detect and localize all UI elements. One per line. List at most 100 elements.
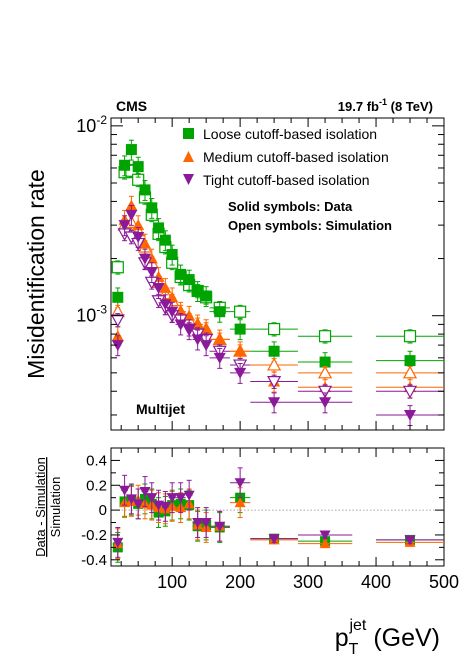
point-data-2-8	[166, 306, 179, 318]
ratio-y-axis-denominator: Simulation	[48, 477, 63, 538]
point-data-0-0	[112, 291, 124, 303]
legend-label-tight: Tight cutoff-based isolation	[203, 172, 370, 188]
point-data-2-2	[125, 209, 138, 221]
ratio-point-2-10	[183, 490, 195, 501]
top-y-tick-exp-1: -3	[96, 303, 107, 317]
point-data-0-4	[139, 184, 151, 196]
ratio-y-tick-label-2: 0	[99, 502, 107, 519]
ratio-y-tick-label-0: 0.4	[86, 452, 107, 469]
x-tick-label-3: 400	[361, 572, 391, 592]
point-data-1-11	[191, 318, 204, 330]
point-data-0-15	[268, 345, 280, 357]
x-tick-label-2: 300	[293, 572, 323, 592]
ratio-point-2-4	[139, 486, 151, 497]
luminosity-value: 19.7 fb	[338, 99, 379, 114]
selection-label: Multijet	[136, 401, 185, 417]
ratio-point-2-17	[404, 535, 416, 546]
point-data-0-10	[183, 274, 195, 286]
point-simulation-1-16	[318, 365, 333, 379]
luminosity-exponent: -1	[379, 97, 387, 107]
ratio-point-2-12	[200, 518, 212, 529]
point-simulation-2-0	[110, 314, 125, 328]
point-data-2-16	[319, 397, 332, 409]
point-simulation-0-14	[234, 305, 247, 318]
ratio-point-2-8	[166, 493, 178, 504]
point-data-0-17	[404, 355, 416, 367]
point-data-2-10	[183, 324, 196, 336]
point-data-0-1	[119, 159, 131, 171]
ratio-y-axis-numerator: Data - Simulation	[33, 457, 48, 557]
point-data-0-13	[214, 306, 226, 318]
ratio-point-2-1	[119, 485, 131, 496]
point-simulation-2-15	[267, 375, 282, 389]
ratio-point-2-3	[132, 499, 144, 510]
legend-marker-loose	[183, 128, 194, 139]
point-simulation-0-15	[268, 323, 281, 336]
top-y-tick-base-1: 10	[76, 306, 96, 326]
point-simulation-0-17	[403, 330, 417, 343]
x-axis-title-sub: T	[349, 641, 359, 658]
ratio-point-2-13	[214, 521, 226, 532]
ratio-point-1-16	[319, 538, 331, 549]
point-data-0-11	[192, 285, 204, 297]
legend-marker-medium	[183, 151, 194, 162]
point-data-2-9	[174, 319, 187, 331]
point-data-0-3	[132, 161, 144, 173]
point-data-2-1	[118, 220, 131, 232]
x-axis-title-main: p	[335, 624, 349, 652]
point-simulation-0-16	[318, 330, 332, 343]
point-data-2-5	[145, 267, 158, 279]
point-data-1-13	[213, 333, 226, 345]
point-data-1-10	[183, 309, 196, 321]
ratio-panel-marks	[111, 467, 444, 563]
x-tick-label-1: 200	[225, 572, 255, 592]
point-data-2-3	[132, 231, 145, 243]
point-data-2-17	[403, 410, 417, 422]
point-data-2-4	[138, 253, 152, 265]
legend-note-simulation: Open symbols: Simulation	[228, 218, 392, 233]
ratio-point-1-14	[234, 497, 246, 508]
point-data-2-14	[234, 367, 247, 379]
top-y-tick-exp-0: -2	[96, 113, 107, 127]
top-plot-frame	[110, 117, 445, 431]
ratio-point-2-5	[146, 493, 158, 504]
point-data-0-5	[146, 202, 158, 214]
point-simulation-2-17	[402, 385, 418, 399]
ratio-y-tick-label-4: -0.4	[81, 552, 107, 569]
point-data-2-12	[200, 340, 213, 352]
x-axis-title: pTjet (GeV)	[335, 617, 440, 658]
point-simulation-1-15	[267, 357, 282, 371]
point-data-2-15	[268, 397, 281, 409]
ratio-point-2-7	[159, 501, 171, 512]
x-tick-label-4: 500	[429, 572, 459, 592]
point-data-1-14	[234, 345, 247, 357]
ratio-point-2-16	[319, 530, 331, 541]
point-data-1-9	[174, 305, 187, 317]
point-simulation-0-0	[111, 261, 124, 274]
top-y-axis-title: Misidentification rate	[23, 169, 49, 379]
ratio-plot-frame	[110, 447, 445, 567]
top-panel-marks	[110, 139, 444, 427]
legend-label-loose: Loose cutoff-based isolation	[203, 126, 377, 142]
point-data-2-7	[159, 299, 172, 311]
point-data-0-14	[234, 323, 246, 335]
point-data-1-7	[159, 281, 172, 293]
ratio-y-tick-label-3: -0.2	[81, 527, 107, 544]
ratio-point-2-9	[175, 493, 187, 504]
point-data-1-3	[132, 219, 145, 231]
x-tick-label-0: 100	[157, 572, 187, 592]
point-data-1-4	[138, 237, 152, 249]
point-data-2-11	[191, 334, 204, 346]
x-axis-title-unit: (GeV)	[373, 624, 440, 652]
point-data-0-8	[166, 249, 178, 261]
top-y-tick-label-1: 10-3	[76, 303, 107, 326]
point-data-0-16	[319, 356, 331, 368]
luminosity-label: 19.7 fb-1 (8 TeV)	[338, 97, 433, 114]
point-data-2-0	[111, 340, 124, 352]
legend-note-data: Solid symbols: Data	[228, 199, 353, 214]
top-y-tick-base-0: 10	[76, 116, 96, 136]
x-axis-title-spacer	[366, 624, 373, 652]
point-data-2-6	[152, 283, 165, 295]
